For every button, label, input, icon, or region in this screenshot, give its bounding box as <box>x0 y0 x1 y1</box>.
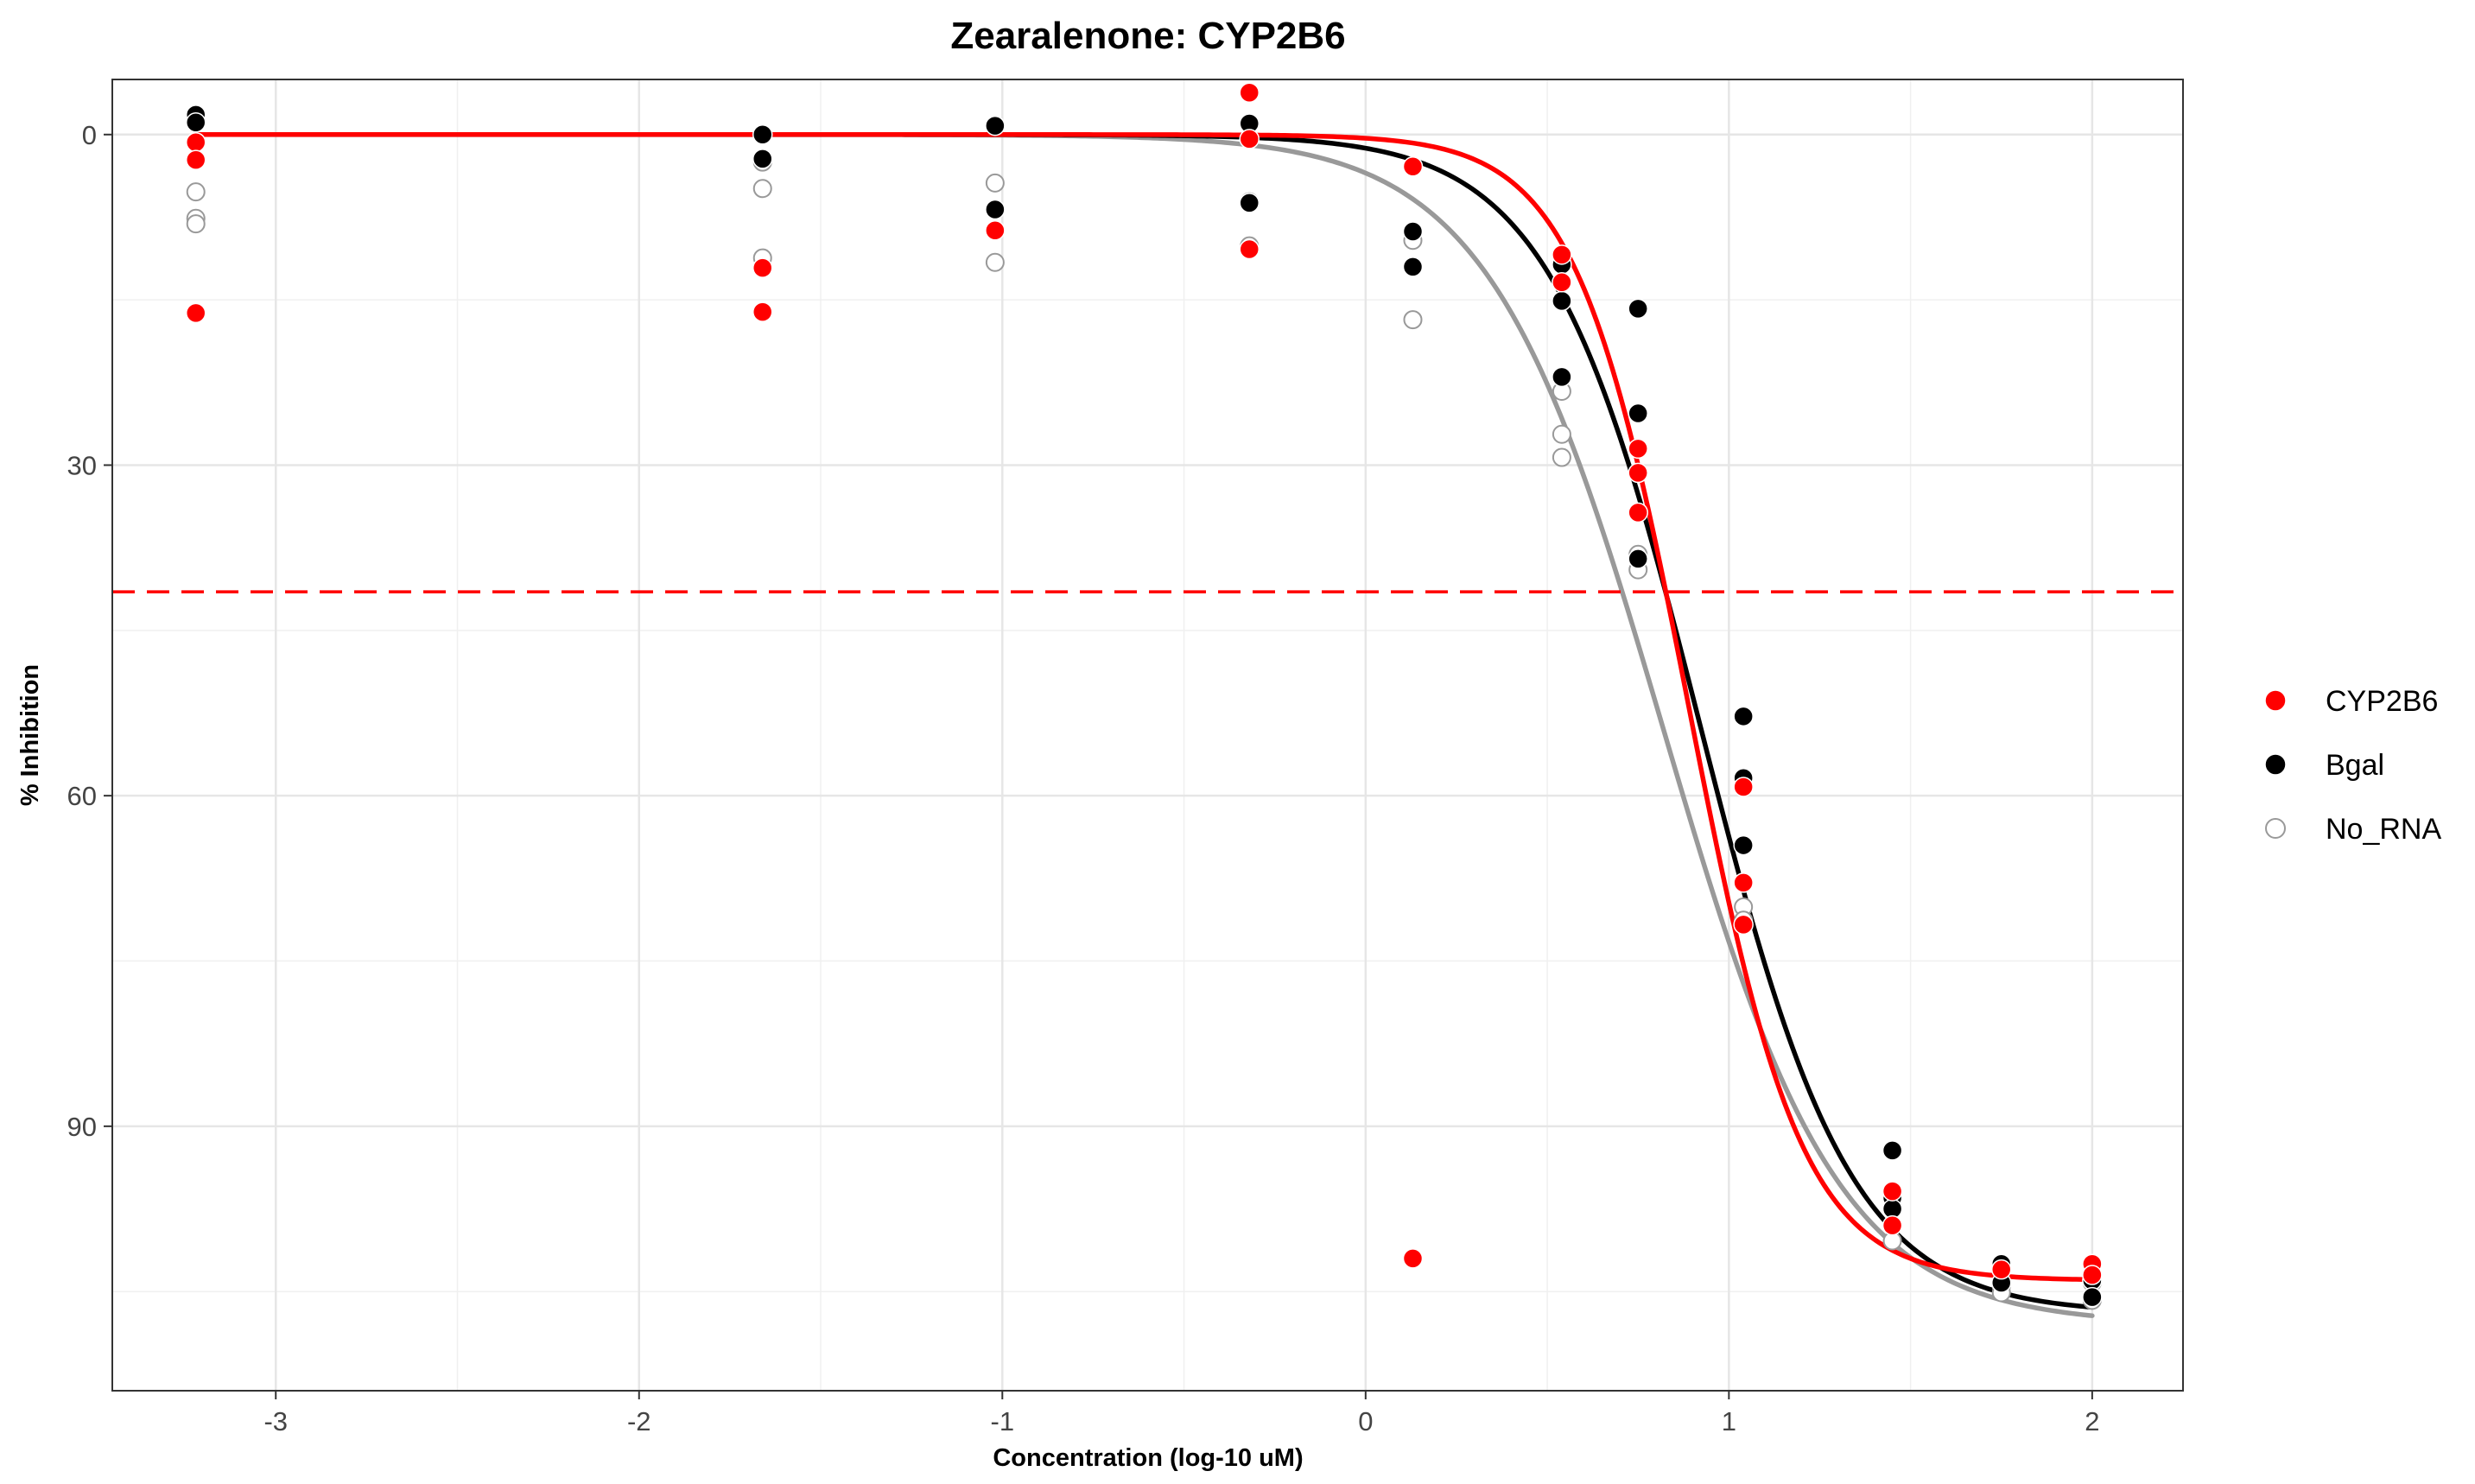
data-point-cyp2b6 <box>1628 438 1648 460</box>
data-point-bgal <box>1628 549 1648 569</box>
data-point-bgal <box>1628 403 1648 424</box>
data-point-cyp2b6 <box>185 149 206 170</box>
data-point-cyp2b6 <box>185 131 206 153</box>
plot-border <box>111 79 2184 1392</box>
legend-key-bgal <box>2264 753 2287 776</box>
data-point-cyp2b6 <box>185 302 206 324</box>
data-point-no_rna <box>1552 447 1571 467</box>
data-point-bgal <box>2082 1286 2103 1308</box>
data-point-cyp2b6 <box>1733 777 1754 797</box>
data-point-no_rna <box>186 214 206 234</box>
data-point-cyp2b6 <box>1402 156 1424 177</box>
data-point-cyp2b6 <box>985 220 1006 241</box>
data-point-cyp2b6 <box>1882 1214 1903 1236</box>
data-point-cyp2b6 <box>1733 872 1754 893</box>
x-tick-label: -3 <box>263 1406 288 1436</box>
legend-label-bgal: Bgal <box>2326 749 2384 782</box>
data-point-no_rna <box>1552 424 1571 444</box>
chart-title: Zearalenone: CYP2B6 <box>950 15 1345 57</box>
legend-label-no_rna: No_RNA <box>2326 813 2441 846</box>
data-point-bgal <box>1239 193 1260 213</box>
plot-area <box>112 82 2183 1318</box>
x-axis-title: Concentration (log-10 uM) <box>993 1444 1303 1472</box>
y-tick-label: 30 <box>67 450 97 480</box>
data-point-cyp2b6 <box>752 257 773 278</box>
y-tick-label: 0 <box>82 120 97 150</box>
data-point-cyp2b6 <box>2082 1265 2103 1285</box>
data-point-cyp2b6 <box>1402 1248 1424 1269</box>
legend-label-cyp2b6: CYP2B6 <box>2326 685 2438 718</box>
data-point-no_rna <box>1403 310 1423 330</box>
y-axis-title: % Inhibition <box>16 664 44 806</box>
data-point-bgal <box>1402 221 1424 242</box>
data-point-bgal <box>1552 366 1572 388</box>
data-point-cyp2b6 <box>1239 82 1260 104</box>
data-point-cyp2b6 <box>1552 244 1572 265</box>
data-point-bgal <box>1402 257 1424 277</box>
data-point-cyp2b6 <box>1733 914 1754 935</box>
data-point-cyp2b6 <box>1239 238 1260 260</box>
axes: -3 -2 -1 0 1 2 0 30 60 90 <box>67 120 2100 1436</box>
data-point-no_rna <box>985 173 1005 193</box>
data-point-bgal <box>1733 834 1754 856</box>
data-point-bgal <box>185 111 206 133</box>
data-point-no_rna <box>752 179 772 199</box>
data-point-bgal <box>752 149 773 169</box>
legend-key-cyp2b6 <box>2264 689 2287 712</box>
legend-key-no_rna <box>2265 818 2286 839</box>
data-point-bgal <box>1882 1140 1903 1161</box>
data-point-cyp2b6 <box>1628 502 1648 523</box>
data-point-bgal <box>985 199 1006 220</box>
x-tick-label: -1 <box>991 1406 1015 1436</box>
data-point-bgal <box>1733 706 1754 727</box>
legend: CYP2B6 Bgal No_RNA <box>2264 685 2441 846</box>
x-tick-label: -2 <box>627 1406 651 1436</box>
data-point-no_rna <box>985 252 1005 272</box>
data-point-cyp2b6 <box>1239 129 1260 149</box>
x-tick-label: 0 <box>1358 1406 1373 1436</box>
x-tick-label: 1 <box>1722 1406 1736 1436</box>
x-tick-label: 2 <box>2085 1406 2099 1436</box>
y-tick-label: 90 <box>67 1112 97 1142</box>
data-point-bgal <box>985 115 1006 136</box>
data-point-cyp2b6 <box>752 301 773 322</box>
data-point-bgal <box>1628 298 1648 320</box>
data-point-cyp2b6 <box>1552 271 1572 293</box>
data-point-cyp2b6 <box>1990 1259 2012 1280</box>
data-point-bgal <box>1552 290 1572 312</box>
grid <box>112 79 2183 1391</box>
data-point-cyp2b6 <box>1882 1181 1903 1202</box>
y-tick-label: 60 <box>67 781 97 811</box>
data-point-no_rna <box>186 182 206 202</box>
data-point-bgal <box>752 124 773 145</box>
data-point-cyp2b6 <box>1628 462 1648 484</box>
